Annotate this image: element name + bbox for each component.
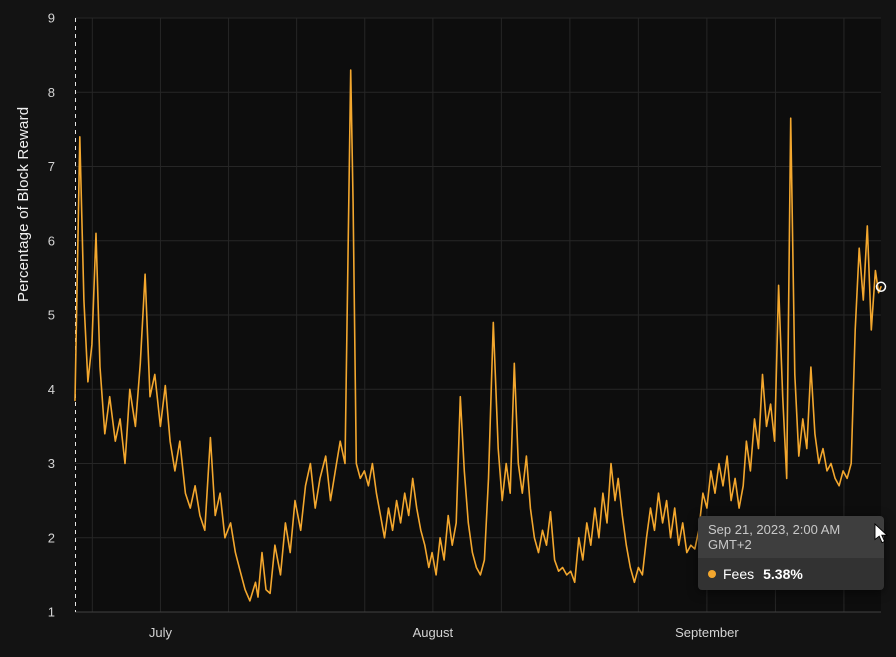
y-tick-label: 2 (48, 530, 55, 545)
x-tick-label: July (149, 625, 173, 640)
y-tick-label: 7 (48, 159, 55, 174)
x-tick-label: August (413, 625, 454, 640)
y-tick-label: 6 (48, 233, 55, 248)
tooltip-body: Fees 5.38% (698, 558, 884, 590)
y-tick-label: 4 (48, 382, 55, 397)
y-tick-label: 9 (48, 11, 55, 26)
y-axis-title: Percentage of Block Reward (15, 106, 32, 302)
y-tick-label: 3 (48, 456, 55, 471)
tooltip-value: 5.38% (763, 566, 803, 582)
series-color-dot-icon (708, 570, 716, 578)
hover-point-marker (875, 281, 887, 293)
y-tick-label: 5 (48, 308, 55, 323)
x-tick-label: September (675, 625, 739, 640)
tooltip-timestamp: Sep 21, 2023, 2:00 AM GMT+2 (698, 516, 884, 558)
fees-line-series (74, 69, 882, 602)
y-tick-label: 1 (48, 605, 55, 620)
tooltip: Sep 21, 2023, 2:00 AM GMT+2 Fees 5.38% (698, 516, 884, 590)
y-tick-label: 8 (48, 85, 55, 100)
tooltip-series-name: Fees (723, 566, 755, 582)
